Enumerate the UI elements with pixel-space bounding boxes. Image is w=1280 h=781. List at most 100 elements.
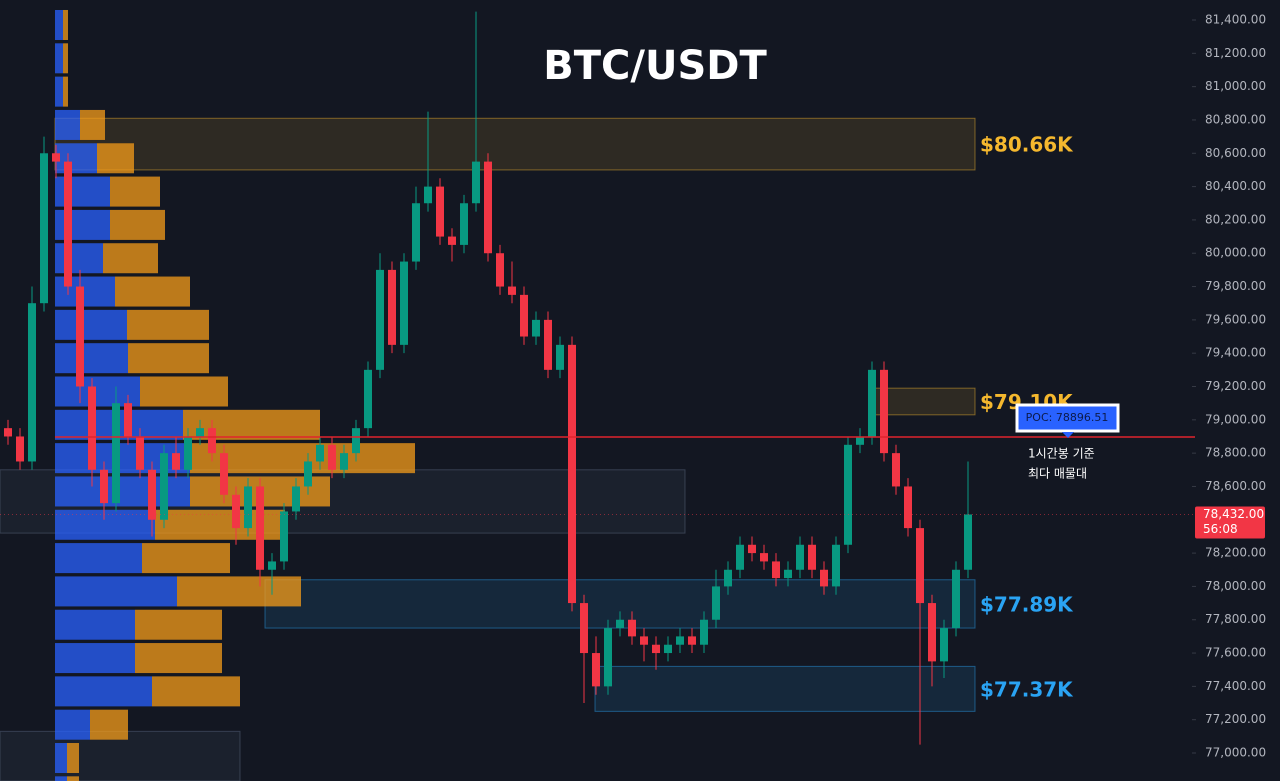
candle-body [328, 444, 336, 470]
candle-body [124, 403, 132, 437]
candle-body [208, 428, 216, 454]
profile-buy [55, 709, 90, 740]
y-tick-label: 79,400.00 [1205, 346, 1266, 360]
candle-body [604, 628, 612, 687]
y-tick-label: 77,800.00 [1205, 612, 1266, 626]
candle-body [820, 569, 828, 587]
candle-body [484, 161, 492, 254]
candle-body [88, 386, 96, 470]
candle-body [460, 203, 468, 245]
candle-body [388, 269, 396, 345]
last-price-box [1195, 506, 1265, 539]
zone-label: $80.66K [980, 133, 1074, 157]
y-tick-label: 80,200.00 [1205, 212, 1266, 226]
candle-body [808, 544, 816, 570]
candle-body [580, 603, 588, 654]
y-tick-label: 79,200.00 [1205, 379, 1266, 393]
candle-body [100, 469, 108, 504]
y-tick-label: 79,600.00 [1205, 312, 1266, 326]
y-tick-label: 80,800.00 [1205, 112, 1266, 126]
profile-sell [152, 676, 240, 707]
candle-body [76, 286, 84, 387]
candle-body [448, 236, 456, 245]
profile-buy [55, 743, 67, 774]
zone [54, 117, 976, 171]
candle-body [952, 569, 960, 629]
profile-buy [55, 243, 103, 274]
profile-buy [55, 9, 63, 40]
candle-body [772, 561, 780, 579]
poc-label: POC: 78896.51 [1026, 411, 1109, 424]
candle-body [700, 619, 708, 645]
profile-sell [177, 576, 301, 607]
profile-buy [55, 676, 152, 707]
profile-buy [55, 143, 97, 174]
candle-body [280, 511, 288, 562]
profile-sell [97, 143, 134, 174]
candle-body [616, 619, 624, 629]
zone-label: $77.89K [980, 592, 1074, 616]
profile-sell [140, 376, 228, 407]
countdown: 56:08 [1203, 522, 1238, 536]
profile-buy [55, 776, 67, 781]
y-tick-label: 79,000.00 [1205, 412, 1266, 426]
candle-body [256, 486, 264, 570]
candle-body [868, 369, 876, 437]
candle-body [16, 436, 24, 462]
candle-body [52, 153, 60, 162]
y-tick-label: 78,000.00 [1205, 579, 1266, 593]
candle-body [664, 644, 672, 654]
candle-body [568, 344, 576, 604]
candle-body [640, 636, 648, 645]
candle-body [508, 286, 516, 295]
poc-pointer [1062, 432, 1074, 438]
y-tick-label: 81,000.00 [1205, 79, 1266, 93]
candle-body [628, 619, 636, 637]
zone-label: $77.37K [980, 677, 1074, 701]
profile-sell [63, 9, 68, 40]
candle-body [856, 436, 864, 445]
candle-body [400, 261, 408, 345]
candle-body [148, 469, 156, 520]
candle-body [760, 553, 768, 562]
candle-body [472, 161, 480, 204]
profile-sell [80, 109, 105, 140]
last-price-label: 78,432.00 [1203, 507, 1264, 521]
profile-buy [55, 43, 63, 74]
candle-body [844, 444, 852, 545]
profile-buy [55, 543, 142, 574]
candle-body [652, 644, 660, 654]
zone [594, 665, 976, 712]
candle-body [748, 544, 756, 554]
candle-body [304, 461, 312, 487]
profile-sell [110, 176, 160, 207]
y-tick-label: 78,800.00 [1205, 446, 1266, 460]
profile-sell [135, 609, 222, 640]
y-tick-label: 77,400.00 [1205, 679, 1266, 693]
profile-buy [55, 109, 80, 140]
candle-body [436, 186, 444, 237]
candle-body [412, 203, 420, 262]
candle-body [172, 453, 180, 470]
profile-buy [55, 343, 128, 374]
profile-sell [135, 643, 222, 674]
profile-buy [55, 376, 140, 407]
candle-body [316, 444, 324, 462]
profile-buy [55, 609, 135, 640]
candle-body [964, 514, 972, 570]
candle-body [364, 369, 372, 429]
candle-body [4, 428, 12, 437]
candle-body [916, 528, 924, 604]
y-tick-label: 78,600.00 [1205, 479, 1266, 493]
profile-buy [55, 176, 110, 207]
profile-sell [67, 743, 79, 774]
candle-body [160, 453, 168, 520]
profile-buy [55, 76, 63, 107]
candle-body [496, 253, 504, 287]
candle-body [832, 544, 840, 587]
candle-body [424, 186, 432, 204]
candle-body [220, 453, 228, 495]
candle-body [544, 319, 552, 370]
candle-body [232, 494, 240, 529]
candle-body [556, 344, 564, 370]
